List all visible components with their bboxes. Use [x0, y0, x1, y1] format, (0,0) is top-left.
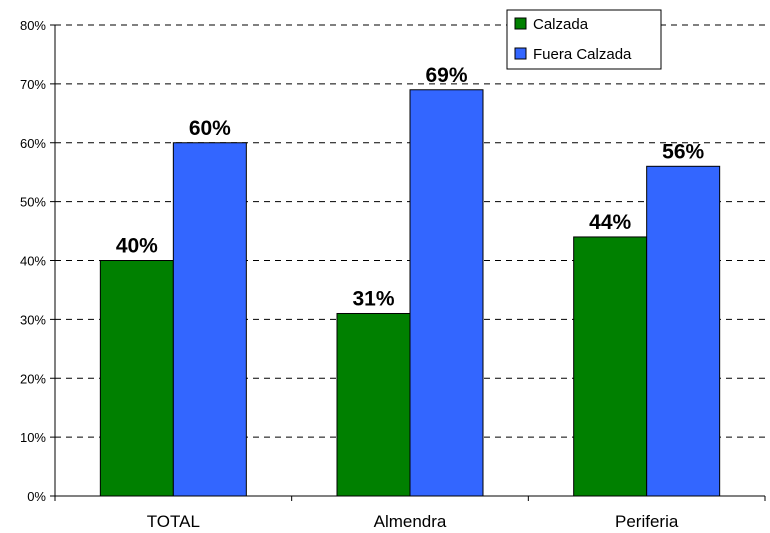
data-label: 56% [662, 140, 704, 163]
y-tick-label: 70% [20, 77, 46, 92]
y-tick-label: 60% [20, 136, 46, 151]
x-category-label: TOTAL [147, 512, 200, 531]
bars [99, 89, 721, 497]
bar-calzada [573, 236, 648, 497]
legend-swatch-calzada [514, 17, 527, 30]
y-tick-label: 40% [20, 254, 46, 269]
x-category-label: Periferia [615, 512, 679, 531]
bar-calzada [336, 312, 411, 497]
y-tick-label: 30% [20, 312, 46, 327]
y-tick-label: 20% [20, 371, 46, 386]
y-tick-label: 0% [27, 489, 46, 504]
legend-label-fuera-calzada: Fuera Calzada [533, 46, 632, 63]
bar-fuera-calzada [646, 165, 721, 497]
y-tick-label: 80% [20, 18, 46, 33]
data-label: 31% [352, 287, 394, 310]
data-labels: 40% 31% 44% 60% 69% 56% [116, 64, 705, 311]
data-label: 69% [425, 64, 467, 87]
y-tick-label: 50% [20, 195, 46, 210]
legend-label-calzada: Calzada [533, 16, 589, 33]
legend-box [506, 9, 662, 70]
y-tick-label: 10% [20, 430, 46, 445]
bar-calzada [99, 260, 174, 497]
axes: 0% 10% 20% 30% 40% 50% 60% 70% 80% TOTAL Almendra P… [20, 18, 766, 531]
data-label: 44% [589, 211, 631, 234]
data-label: 60% [189, 117, 231, 140]
legend: Calzada Fuera Calzada [506, 9, 662, 70]
bar-fuera-calzada [409, 89, 484, 497]
data-label: 40% [116, 235, 158, 258]
bar-fuera-calzada [172, 142, 247, 497]
x-category-label: Almendra [374, 512, 447, 531]
legend-swatch-fuera-calzada [514, 47, 527, 60]
